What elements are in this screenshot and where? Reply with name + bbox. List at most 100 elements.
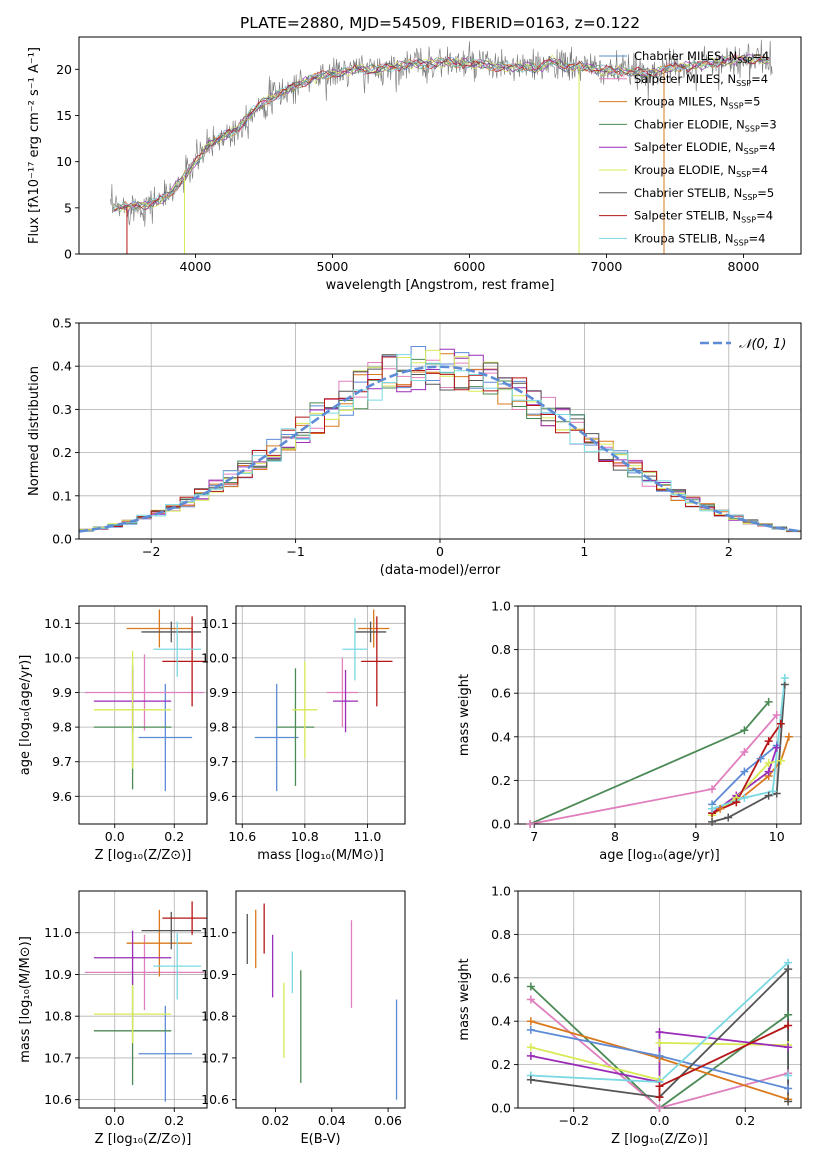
weight-marker: [740, 793, 749, 802]
weight-marker: [784, 1010, 793, 1019]
x-tick-label: 8: [611, 829, 619, 844]
y-tick-label: 20: [56, 62, 72, 77]
histogram-salpeter_stelib: [79, 356, 801, 532]
weight-marker: [526, 820, 535, 828]
weight-marker: [708, 785, 717, 794]
weight-marker: [768, 787, 777, 796]
figure-title: PLATE=2880, MJD=54509, FIBERID=0163, z=0…: [240, 14, 640, 32]
weight-line-kroupa_elodie: [711, 759, 781, 817]
weight-marker: [784, 732, 793, 741]
y-tick-label: 0.4: [491, 729, 511, 744]
axes-frame: [78, 36, 802, 255]
weight-marker: [764, 737, 773, 746]
x-tick-label: 0.0: [650, 1113, 670, 1128]
weight-marker: [655, 1028, 664, 1037]
x-tick-label: 8000: [728, 259, 760, 274]
weight-marker: [716, 804, 725, 813]
weight-marker: [526, 1025, 535, 1034]
y-tick-label: 0.3: [52, 402, 72, 417]
legend-label: Chabrier MILES, NSSP=4: [634, 49, 769, 65]
y-tick-label: 0.8: [491, 927, 511, 942]
y-tick-label: 9.9: [52, 685, 72, 700]
x-tick-label: 2: [725, 544, 733, 559]
weight-marker: [724, 813, 733, 822]
weight-marker: [764, 767, 773, 776]
y-tick-label: 0.6: [491, 686, 511, 701]
weight-marker: [784, 1021, 793, 1030]
y-axis-label: mass weight: [457, 958, 472, 1040]
axes-residuals: −2 −1 0 1 2 0.0 0.1 0.2 0.3 0.4 0.5 (data-model)/er…: [27, 316, 802, 578]
axes-frame: [78, 890, 208, 1109]
y-tick-label: 15: [56, 108, 72, 123]
y-tick-label: 9.9: [209, 685, 229, 700]
y-tick-label: 10.0: [44, 650, 72, 665]
y-tick-label: 10.8: [201, 1009, 229, 1024]
weight-line-chabrier_elodie: [529, 701, 770, 824]
y-tick-label: 0.5: [52, 316, 72, 331]
x-tick-label: −1: [286, 544, 304, 559]
weight-marker: [708, 804, 717, 813]
weight-marker: [756, 754, 765, 763]
x-tick-label: 5000: [317, 259, 349, 274]
frame-mass_vs_age: 10.6 10.8 11.0 9.6 9.7 9.8 9.9 10.0 10.1 mass [lo…: [201, 605, 406, 863]
x-tick-label: −0.2: [559, 1113, 589, 1128]
weight-marker: [655, 1038, 664, 1047]
x-tick-label: 0.2: [164, 1113, 184, 1128]
x-axis-label: mass [log₁₀(M/M⊙)]: [257, 848, 384, 863]
gaussian-curve: [79, 365, 801, 533]
x-tick-label: 0.2: [735, 1113, 755, 1128]
y-tick-label: 9.6: [209, 789, 229, 804]
y-tick-label: 0.0: [52, 532, 72, 547]
weight-line-salpeter_miles: [529, 714, 778, 824]
axes-frame: [235, 890, 406, 1109]
legend-label: Kroupa STELIB, NSSP=4: [634, 231, 765, 247]
model-line-kroupa_stelib: [112, 54, 770, 211]
weight-marker: [526, 1051, 535, 1060]
legend-label: Chabrier STELIB, NSSP=5: [634, 186, 774, 202]
y-axis-label: Flux [fλ10⁻¹⁷ erg cm⁻² s⁻¹ A⁻¹]: [27, 47, 42, 244]
x-tick-label: 0.0: [105, 1113, 125, 1128]
y-axis-label: mass [log₁₀(M/M⊙)]: [18, 936, 33, 1063]
x-axis-label: Z [log₁₀(Z/Z⊙)]: [611, 1132, 708, 1147]
y-axis-label: mass weight: [457, 674, 472, 756]
y-tick-label: 10.7: [201, 1050, 229, 1065]
weight-marker: [772, 711, 781, 719]
y-tick-label: 5: [64, 200, 72, 215]
y-tick-label: 0.8: [491, 642, 511, 657]
y-tick-label: 10.8: [44, 1009, 72, 1024]
weight-marker: [740, 726, 749, 735]
x-tick-label: 4000: [180, 259, 212, 274]
x-tick-label: 0.04: [318, 1113, 346, 1128]
weight-marker: [732, 798, 741, 807]
spectrum-legend: Chabrier MILES, NSSP=4 Salpeter MILES, NS…: [599, 49, 777, 247]
legend-label: Salpeter ELODIE, NSSP=4: [634, 140, 776, 156]
histogram-chabrier_stelib: [79, 354, 801, 532]
weight-marker: [740, 748, 749, 757]
plot-area-mass_vs_age: [254, 609, 393, 792]
frame-spectrum: 4000 5000 6000 7000 8000 0 5 10 15 20 wavelength […: [27, 36, 802, 293]
weight-marker: [655, 1093, 664, 1102]
plot-area-spectrum: [110, 39, 773, 254]
weight-marker: [784, 1071, 793, 1080]
frame-z_vs_age: 0.0 0.2 9.6 9.7 9.8 9.9 10.0 10.1 Z [log₁₀(Z/Z⊙)…: [18, 605, 208, 863]
weight-marker: [526, 1017, 535, 1026]
x-tick-label: 10.6: [228, 829, 256, 844]
weight-marker: [526, 1043, 535, 1052]
x-tick-label: 7000: [591, 259, 623, 274]
y-tick-label: 0.2: [52, 445, 72, 460]
x-axis-label: E(B-V): [300, 1132, 340, 1147]
y-tick-label: 10.1: [201, 616, 229, 631]
weight-line-salpeter_stelib: [711, 723, 782, 814]
plot-area-z_vs_age: [84, 609, 207, 792]
weight-marker: [655, 1104, 664, 1112]
weight-marker: [655, 1082, 664, 1091]
legend-label: 𝒩(0, 1): [739, 337, 786, 352]
y-tick-label: 10.7: [44, 1050, 72, 1065]
axes-frame: [235, 605, 406, 825]
legend-label: Chabrier ELODIE, NSSP=3: [634, 117, 777, 133]
weight-marker: [784, 1097, 793, 1106]
y-tick-label: 0.4: [491, 1014, 511, 1029]
legend-label: Salpeter MILES, NSSP=4: [634, 72, 768, 88]
x-tick-label: 9: [692, 829, 700, 844]
